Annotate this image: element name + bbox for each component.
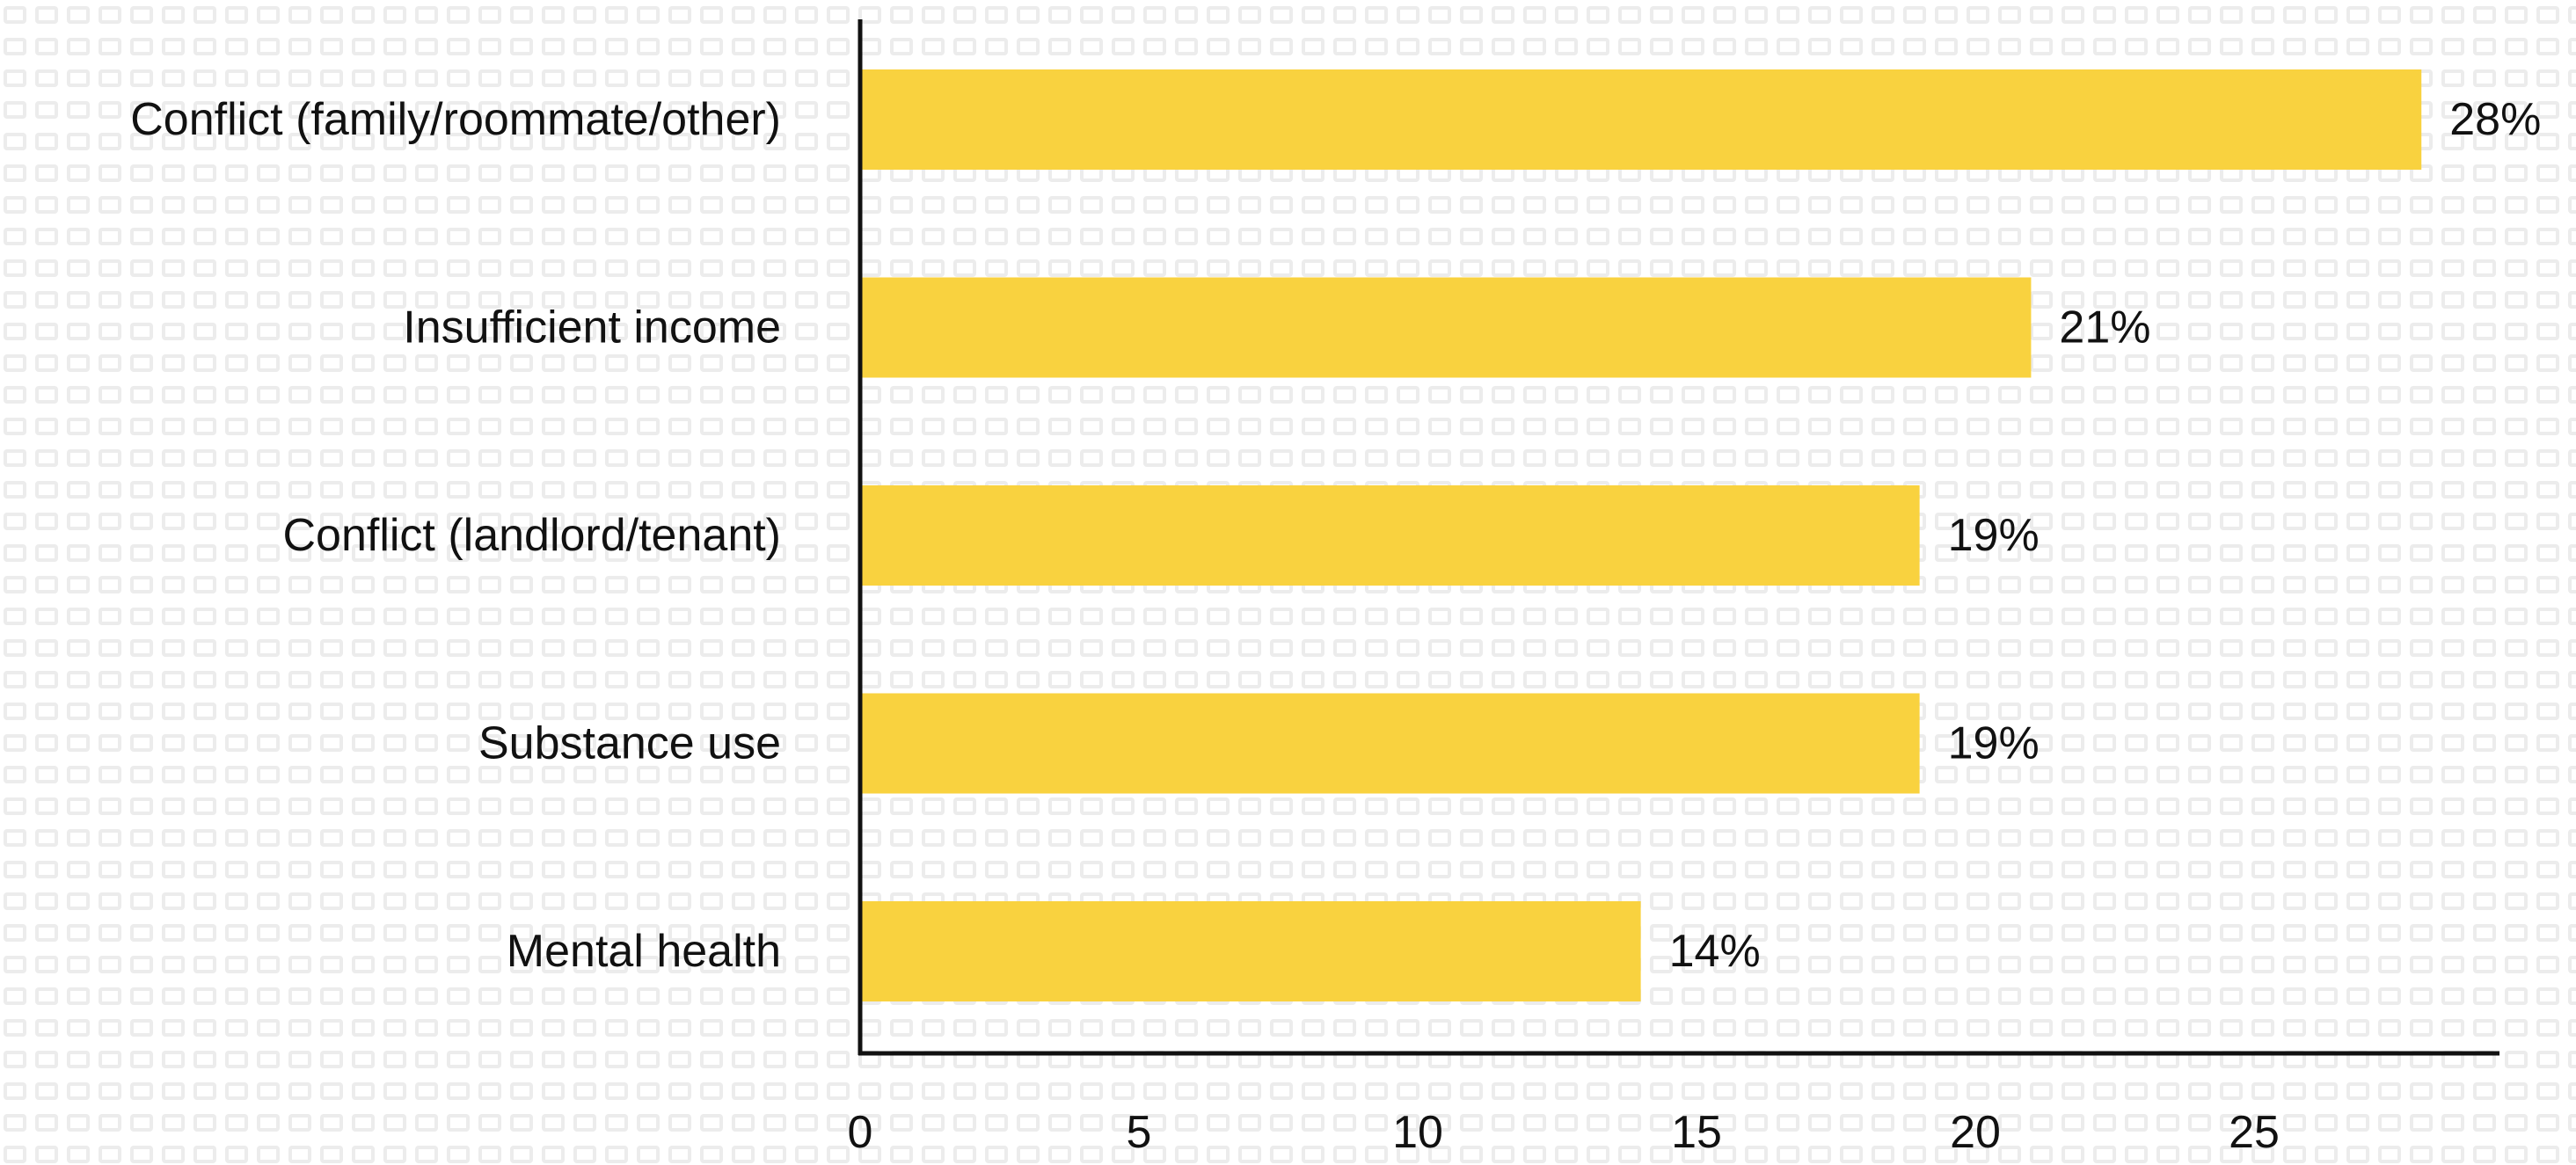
value-label: 19% xyxy=(1948,510,2040,561)
x-tick-label: 15 xyxy=(1671,1107,1722,1158)
x-tick-label: 20 xyxy=(1950,1107,2001,1158)
x-tick-label: 0 xyxy=(848,1107,873,1158)
value-label: 14% xyxy=(1669,926,1761,977)
bar xyxy=(860,901,1641,1001)
bar xyxy=(860,485,1920,586)
category-label: Insufficient income xyxy=(403,302,781,353)
x-tick-label: 25 xyxy=(2229,1107,2280,1158)
bar xyxy=(860,277,2032,378)
value-label: 28% xyxy=(2449,94,2541,145)
category-label: Mental health xyxy=(507,926,781,977)
value-label: 19% xyxy=(1948,718,2040,769)
category-label: Substance use xyxy=(478,718,781,769)
category-label: Conflict (landlord/tenant) xyxy=(282,510,781,561)
x-tick-label: 10 xyxy=(1392,1107,1443,1158)
ticks-layer: 0 5 10 15 20 25 xyxy=(848,1107,2280,1158)
labels-layer: Conflict (family/roommate/other) 28% Insuf… xyxy=(130,94,2541,977)
value-label: 21% xyxy=(2059,302,2150,353)
category-label: Conflict (family/roommate/other) xyxy=(130,94,781,145)
x-tick-label: 5 xyxy=(1127,1107,1152,1158)
bar xyxy=(860,693,1920,794)
bars-layer xyxy=(860,69,2422,1001)
axes-layer xyxy=(857,19,2499,1056)
bar xyxy=(860,69,2422,170)
